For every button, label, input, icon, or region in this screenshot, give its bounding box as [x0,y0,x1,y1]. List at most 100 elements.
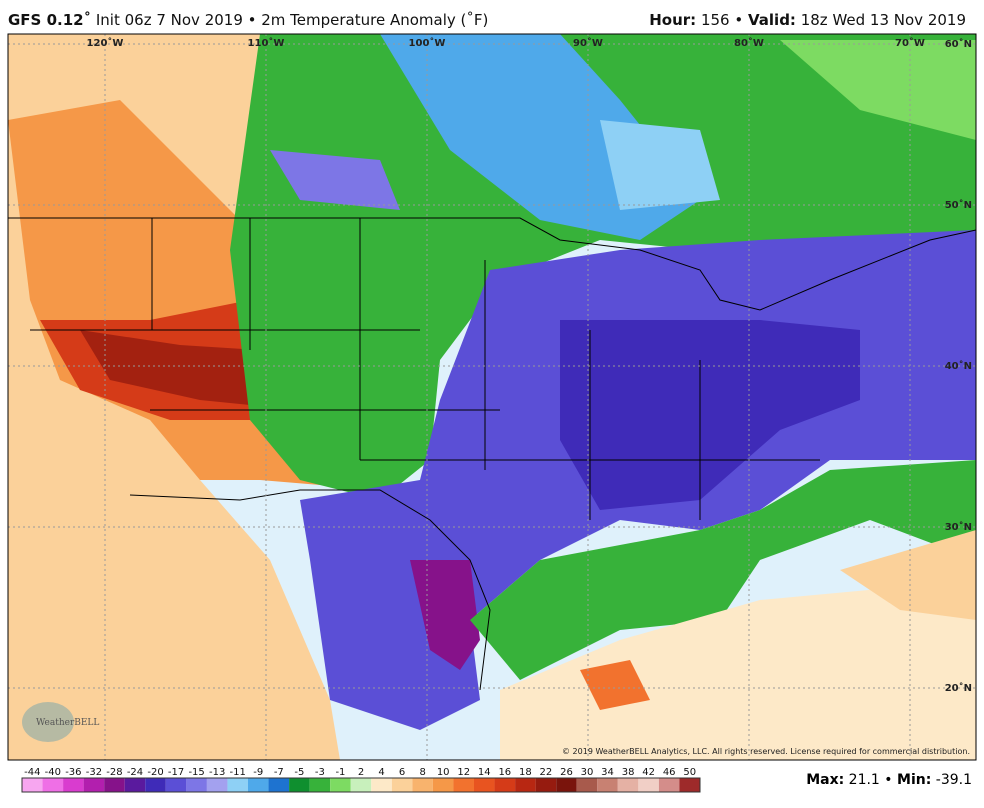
valid-label: Valid: [748,11,796,29]
colorbar-swatch [248,778,269,792]
colorbar-label: -3 [315,767,325,778]
colorbar-swatch [576,778,598,792]
max: 21.1 [848,772,880,788]
borders [8,217,977,691]
lon-label: 80˚W [734,37,764,49]
colorbar-label: -20 [147,767,163,778]
lon-label: 110˚W [248,37,285,49]
lat-label: 30˚N [945,521,972,533]
lat-label: 60˚N [945,38,972,50]
colorbar-label: -11 [230,767,246,778]
header-info: Init 06z 7 Nov 2019 • 2m Temperature Ano… [95,11,489,29]
colorbar-swatch [432,778,454,792]
colorbar-label: 8 [419,767,425,778]
colorbar-swatch [638,778,659,792]
hour: 156 • [700,11,744,29]
colorbar-swatch [227,778,248,792]
logo: WeatherBELL [36,718,99,728]
colorbar-swatch [268,778,290,792]
colorbar-label: 22 [540,767,553,778]
colorbar-label: -1 [335,767,345,778]
colorbar-swatch [535,778,557,792]
colorbar-label: -17 [168,767,184,778]
colorbar-label: -44 [24,767,40,778]
colorbar-swatch [494,778,516,792]
colorbar-swatch [309,778,331,792]
lat-label: 50˚N [945,199,972,211]
colorbar-swatch [350,778,372,792]
sep: • [884,772,893,788]
colorbar-label: 2 [358,767,364,778]
colorbar-label: -40 [45,767,61,778]
lon-label: 100˚W [409,37,446,49]
colorbar-label: -9 [253,767,263,778]
colorbar-label: 16 [498,767,511,778]
colorbar-swatch [330,778,351,792]
graticule [8,34,976,760]
colorbar-swatch [289,778,310,792]
colorbar-swatch [165,778,187,792]
colorbar-label: 38 [622,767,635,778]
anomaly-field [8,34,976,760]
colorbar-swatch [515,778,536,792]
valid: 18z Wed 13 Nov 2019 [800,11,966,29]
colorbar-swatch [453,778,474,792]
colorbar-label: 10 [437,767,450,778]
colorbar-label: 42 [642,767,655,778]
colorbar-swatch [83,778,105,792]
colorbar-swatch [186,778,207,792]
colorbar-swatch [617,778,639,792]
colorbar-swatch [206,778,228,792]
colorbar-swatch [556,778,577,792]
max-label: Max: [806,772,845,788]
colorbar-swatch [391,778,413,792]
colorbar-swatch [597,778,618,792]
hour-label: Hour: [649,11,697,29]
colorbar-label: -32 [86,767,102,778]
lat-label: 20˚N [945,682,972,694]
colorbar-swatch [124,778,146,792]
colorbar-label: 4 [378,767,384,778]
colorbar-label: 18 [519,767,532,778]
colorbar-label: -15 [188,767,204,778]
copyright: © 2019 WeatherBELL Analytics, LLC. All r… [562,747,970,756]
colorbar: -44 -40 -36 -32 -28 -24 -20 -17 -15 -13 -11 -9 -7 -5-… [21,767,701,793]
colorbar-label: 6 [399,767,405,778]
header-right: Hour: 156 • Valid: 18z Wed 13 Nov 2019 [649,11,966,29]
colorbar-label: -13 [209,767,225,778]
colorbar-swatch [658,778,680,792]
colorbar-label: 34 [601,767,614,778]
colorbar-frame [21,777,701,793]
colorbar-label: 12 [457,767,470,778]
colorbar-label: 50 [683,767,696,778]
map-frame [7,33,977,761]
min: -39.1 [935,772,972,788]
colorbar-label: -24 [127,767,143,778]
colorbar-swatch [104,778,125,792]
colorbar-label: 14 [478,767,491,778]
colorbar-label: -28 [106,767,122,778]
colorbar-label: -36 [65,767,81,778]
colorbar-swatch [371,778,392,792]
colorbar-label: 46 [663,767,676,778]
colorbar-swatch [412,778,433,792]
logo-globe [22,702,74,742]
colorbar-swatch [145,778,166,792]
min-label: Min: [897,772,932,788]
model: GFS 0.12˚ [8,11,92,29]
colorbar-label: 30 [581,767,594,778]
lon-label: 70˚W [895,37,925,49]
header-left: GFS 0.12˚ Init 06z 7 Nov 2019 • 2m Tempe… [8,11,488,29]
colorbar-label: -7 [274,767,284,778]
colorbar-label: 26 [560,767,573,778]
colorbar-swatch [42,778,64,792]
colorbar-swatch [63,778,84,792]
colorbar-swatch [474,778,495,792]
colorbar-swatch [679,778,700,792]
colorbar-label: -5 [294,767,304,778]
lon-label: 90˚W [573,37,603,49]
lat-label: 40˚N [945,360,972,372]
lon-label: 120˚W [87,37,124,49]
